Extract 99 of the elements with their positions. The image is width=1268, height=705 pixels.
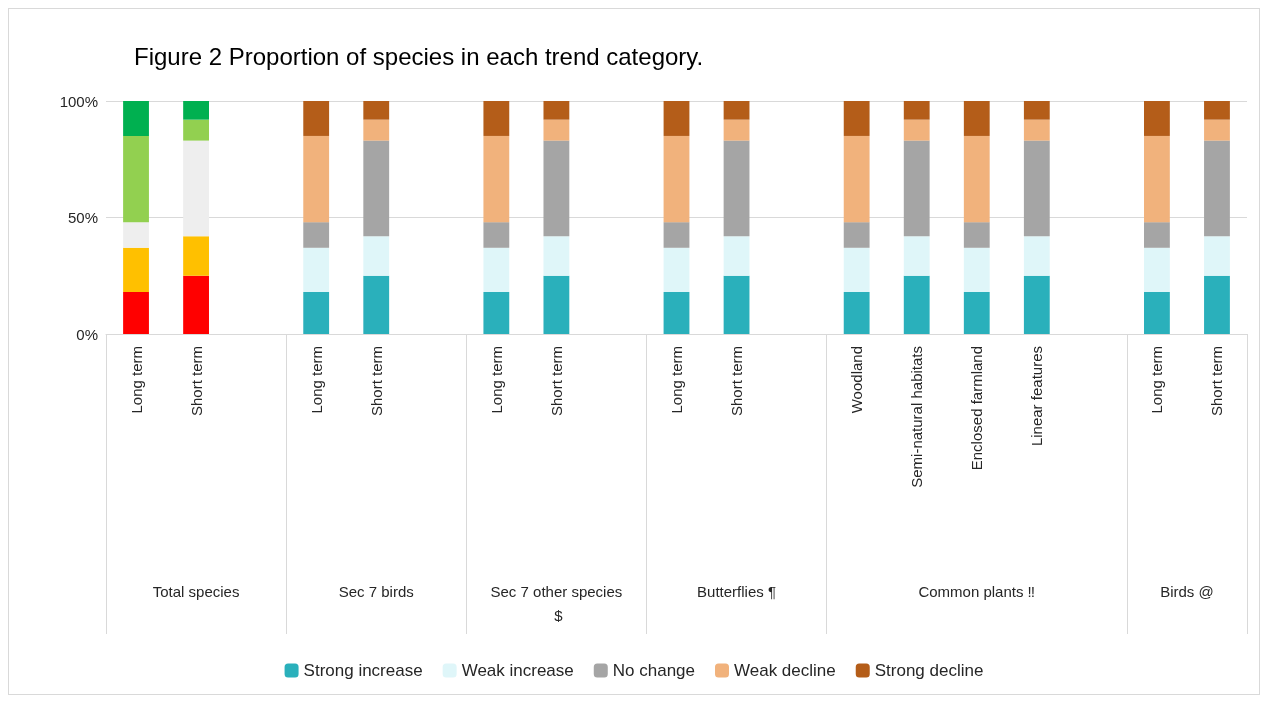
bar: [183, 140, 209, 237]
bar: [363, 275, 390, 334]
bar: [843, 292, 870, 334]
bar: [543, 119, 570, 141]
bar: [1023, 101, 1050, 120]
bar: [123, 292, 149, 334]
bar: [183, 236, 209, 276]
x-tick-label: Long term: [487, 346, 505, 414]
bar: [483, 135, 510, 223]
bar: [1023, 119, 1050, 141]
bar: [963, 247, 990, 293]
bar: [903, 236, 930, 276]
bar: [1023, 236, 1050, 276]
bar: [1204, 275, 1230, 334]
bar: [1204, 119, 1230, 141]
bar: [1023, 140, 1050, 237]
bar: [363, 119, 390, 141]
text: Common plants ‼: [918, 582, 1036, 600]
legend-label: No change: [612, 661, 695, 680]
x-tick-label: Long term: [668, 346, 685, 414]
bar: [303, 222, 330, 248]
x-tick-label: Short term: [367, 346, 385, 417]
bar: [1144, 247, 1170, 293]
legend-label: Strong decline: [874, 661, 984, 680]
bar: [183, 119, 209, 141]
bar: [903, 101, 930, 120]
bar: [963, 292, 990, 334]
x-tick-label: Woodland: [848, 346, 866, 414]
bar: [903, 119, 930, 141]
bar: [543, 275, 570, 334]
bar: [663, 101, 690, 136]
x-tick-label: Long term: [1148, 346, 1166, 414]
bar: [1023, 275, 1050, 334]
bar: [303, 292, 330, 334]
bar: [843, 247, 870, 293]
y-tick-label: 0%: [76, 325, 98, 343]
bar: [663, 222, 690, 248]
x-tick-label: Long term: [307, 346, 325, 414]
bar: [903, 140, 930, 237]
bar: [543, 101, 570, 120]
x-tick-label: Short term: [187, 346, 205, 417]
bar: [1144, 135, 1170, 223]
bar: [963, 222, 990, 248]
bar: [483, 222, 510, 248]
text: Birds @: [1160, 582, 1214, 600]
bar: [303, 135, 330, 223]
x-tick-label: Short term: [728, 346, 746, 417]
bar: [363, 101, 390, 120]
bar: [483, 247, 510, 293]
bar: [1204, 236, 1230, 276]
bar: [903, 275, 930, 334]
x-tick-label: Enclosed farmland: [968, 346, 986, 471]
bar: [843, 101, 870, 136]
bar: [123, 135, 149, 223]
bar: [123, 101, 149, 136]
legend-label: Strong increase: [303, 661, 423, 680]
bar: [543, 140, 570, 237]
text: Total species: [152, 582, 240, 600]
x-tick-label: Short term: [547, 346, 565, 417]
bar: [123, 247, 149, 293]
x-tick-label: Linear features: [1028, 346, 1046, 447]
bar: [663, 292, 690, 334]
bar: [723, 275, 750, 334]
bar: [723, 119, 750, 141]
bar: [363, 140, 390, 237]
bar: [1144, 292, 1170, 334]
bar: [963, 135, 990, 223]
chart-title: Figure 2 Proportion of species in each trend category.: [134, 42, 704, 70]
bar: [663, 135, 690, 223]
bar: [1204, 101, 1230, 120]
x-tick-label: Semi-natural habitats: [908, 346, 926, 488]
bar: [1204, 140, 1230, 237]
bar: [303, 101, 330, 136]
bar: [1144, 101, 1170, 136]
bar: [483, 101, 510, 136]
bar: [723, 140, 750, 237]
text: Butterflies ¶: [697, 582, 777, 600]
bar: [843, 222, 870, 248]
bar: [303, 247, 330, 293]
y-tick-label: 100%: [59, 92, 98, 110]
bar: [663, 247, 690, 293]
bar: [183, 275, 209, 334]
legend-label: Weak decline: [734, 661, 836, 680]
bar: [543, 236, 570, 276]
bar: [963, 101, 990, 136]
text: Sec 7 birds: [338, 582, 414, 600]
x-tick-label: Short term: [1208, 346, 1226, 417]
bar: [123, 222, 149, 248]
y-tick-label: 50%: [67, 209, 98, 226]
text: Sec 7 other species $: [490, 582, 623, 624]
bar: [1144, 222, 1170, 248]
bar: [483, 292, 510, 334]
bar: [723, 236, 750, 276]
legend-label: Weak increase: [461, 661, 574, 680]
x-tick-label: Long term: [127, 346, 145, 414]
bar: [843, 135, 870, 223]
bar: [183, 101, 209, 120]
bar: [363, 236, 390, 276]
bar: [723, 101, 750, 120]
